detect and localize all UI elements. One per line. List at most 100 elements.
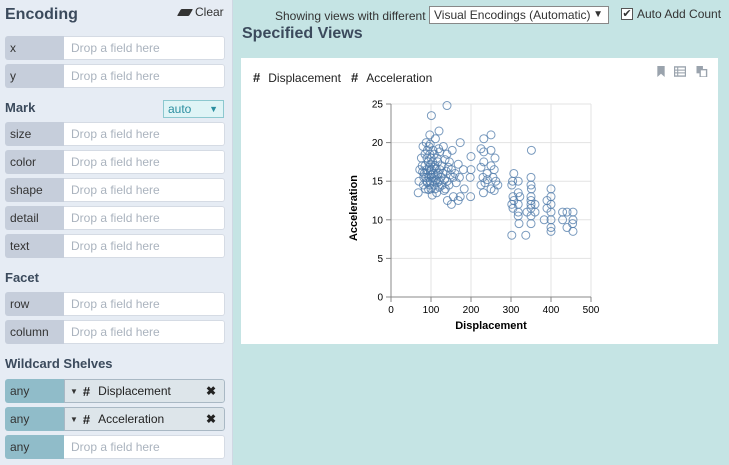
shelf-detail[interactable]: detail Drop a field here bbox=[5, 206, 225, 230]
data-point bbox=[526, 184, 536, 194]
data-point bbox=[476, 162, 486, 172]
drop-zone-x[interactable]: Drop a field here bbox=[64, 36, 225, 60]
x-tick-label: 300 bbox=[503, 305, 520, 316]
data-point bbox=[447, 145, 457, 155]
quantitative-icon: # bbox=[351, 70, 359, 85]
showing-views-label: Showing views with different bbox=[275, 9, 426, 23]
shelf-label: column bbox=[5, 320, 64, 344]
bookmark-icon[interactable] bbox=[655, 66, 667, 77]
drop-zone-row[interactable]: Drop a field here bbox=[64, 292, 225, 316]
shelf-label: size bbox=[5, 122, 64, 146]
wildcard-shelf-2[interactable]: any ▼ # Acceleration ✖ bbox=[5, 407, 225, 431]
data-point bbox=[513, 176, 523, 186]
data-point bbox=[526, 172, 536, 182]
data-point bbox=[513, 188, 523, 198]
shelf-label: x bbox=[5, 36, 64, 60]
data-point bbox=[427, 190, 437, 200]
close-icon[interactable]: ✖ bbox=[205, 384, 216, 398]
data-point bbox=[507, 230, 517, 240]
data-point bbox=[448, 172, 458, 182]
data-point bbox=[546, 226, 556, 236]
data-point bbox=[568, 207, 578, 217]
data-point bbox=[562, 207, 572, 217]
shelf-color[interactable]: color Drop a field here bbox=[5, 150, 225, 174]
data-point bbox=[562, 223, 572, 233]
shelf-row[interactable]: row Drop a field here bbox=[5, 292, 225, 316]
y-tick-label: 10 bbox=[372, 215, 384, 226]
shelf-text[interactable]: text Drop a field here bbox=[5, 234, 225, 258]
caret-down-icon[interactable]: ▼ bbox=[70, 386, 78, 396]
views-mode-select[interactable]: Visual Encodings (Automatic) ▼ bbox=[429, 6, 609, 24]
data-point bbox=[486, 130, 496, 140]
data-point bbox=[413, 188, 423, 198]
data-point bbox=[430, 184, 440, 194]
data-point bbox=[430, 134, 440, 144]
data-point bbox=[526, 219, 536, 229]
encoding-panel: Encoding Clear x Drop a field here y Dro… bbox=[0, 0, 233, 465]
data-point bbox=[465, 172, 475, 182]
y-axis-label: Acceleration bbox=[348, 175, 360, 241]
data-point bbox=[507, 180, 517, 190]
caret-down-icon[interactable]: ▼ bbox=[70, 414, 78, 424]
drop-zone-y[interactable]: Drop a field here bbox=[64, 64, 225, 88]
drop-zone-wildcard[interactable]: Drop a field here bbox=[64, 435, 225, 459]
facet-title: Facet bbox=[5, 270, 39, 285]
drop-zone-size[interactable]: Drop a field here bbox=[64, 122, 225, 146]
data-point bbox=[459, 184, 469, 194]
data-point bbox=[442, 101, 452, 111]
data-point bbox=[514, 219, 524, 229]
shelf-label: shape bbox=[5, 178, 64, 202]
shelf-label: color bbox=[5, 150, 64, 174]
data-point bbox=[439, 185, 449, 195]
shelf-x[interactable]: x Drop a field here bbox=[5, 36, 225, 60]
shelf-label: any bbox=[5, 435, 64, 459]
data-point bbox=[466, 192, 476, 202]
shelf-label: y bbox=[5, 64, 64, 88]
drop-zone-column[interactable]: Drop a field here bbox=[64, 320, 225, 344]
chart-grid bbox=[390, 103, 592, 298]
copy-icon[interactable] bbox=[696, 66, 708, 77]
wildcard-shelf-3[interactable]: any Drop a field here bbox=[5, 435, 225, 459]
quantitative-icon: # bbox=[82, 383, 91, 399]
data-point bbox=[442, 149, 452, 159]
drop-zone-detail[interactable]: Drop a field here bbox=[64, 206, 225, 230]
clear-button[interactable]: Clear bbox=[176, 5, 224, 19]
field-chip-acceleration: # Acceleration bbox=[351, 70, 432, 85]
chart-points bbox=[413, 101, 578, 240]
data-point bbox=[466, 165, 476, 175]
quantitative-icon: # bbox=[253, 70, 261, 85]
data-point bbox=[513, 207, 523, 217]
x-axis-label: Displacement bbox=[455, 320, 527, 332]
data-point bbox=[482, 175, 492, 185]
wildcard-shelf-1[interactable]: any ▼ # Displacement ✖ bbox=[5, 379, 225, 403]
data-point bbox=[546, 184, 556, 194]
data-point bbox=[478, 188, 488, 198]
wildcard-title: Wildcard Shelves bbox=[5, 356, 113, 371]
data-point bbox=[425, 139, 435, 149]
shelf-column[interactable]: column Drop a field here bbox=[5, 320, 225, 344]
drop-zone-text[interactable]: Drop a field here bbox=[64, 234, 225, 258]
shelf-size[interactable]: size Drop a field here bbox=[5, 122, 225, 146]
y-tick-label: 0 bbox=[377, 293, 383, 304]
table-icon[interactable] bbox=[674, 66, 686, 77]
checkbox-checked-icon[interactable]: ✔ bbox=[621, 8, 633, 20]
shelf-shape[interactable]: shape Drop a field here bbox=[5, 178, 225, 202]
data-point bbox=[568, 226, 578, 236]
data-point bbox=[453, 159, 463, 169]
data-point bbox=[440, 175, 450, 185]
close-icon[interactable]: ✖ bbox=[205, 412, 216, 426]
mark-type-select[interactable]: auto ▼ bbox=[163, 100, 224, 118]
data-point bbox=[440, 155, 450, 165]
shelf-y[interactable]: y Drop a field here bbox=[5, 64, 225, 88]
data-point bbox=[493, 180, 503, 190]
drop-zone-shape[interactable]: Drop a field here bbox=[64, 178, 225, 202]
drop-zone-color[interactable]: Drop a field here bbox=[64, 150, 225, 174]
y-tick-label: 25 bbox=[372, 100, 384, 111]
auto-add-count-toggle[interactable]: ✔ Auto Add Count bbox=[621, 7, 721, 21]
specified-views-title: Specified Views bbox=[242, 25, 363, 42]
chart-axes: 0 100 200 300 400 500 0 5 10 15 20 25 bbox=[372, 100, 600, 317]
field-pill[interactable]: ▼ # Acceleration ✖ bbox=[64, 407, 225, 431]
data-point bbox=[558, 215, 568, 225]
data-point bbox=[438, 141, 448, 151]
field-pill[interactable]: ▼ # Displacement ✖ bbox=[64, 379, 225, 403]
